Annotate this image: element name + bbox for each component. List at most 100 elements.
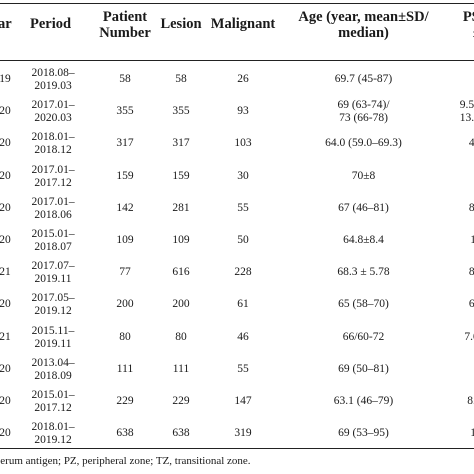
- table-row: 20 2017.01–2018.06 142 281 55 67 (46–81) 8.3: [0, 191, 474, 229]
- cell-psa: 8.3: [436, 202, 474, 215]
- cell-period-line: 2013.04–: [31, 356, 75, 369]
- table-row: 20 2017.01– 2020.03 355 355 93 69 (63-74)/73 (…: [0, 94, 474, 132]
- cell-lesion: 281: [172, 201, 190, 214]
- cell-psa: 7.01/: [436, 331, 474, 344]
- cell-psa-line: 8.3: [468, 201, 474, 214]
- cell-period-line: 2019.11: [34, 273, 72, 286]
- cell-age: 64.0 (59.0–69.3): [281, 137, 446, 150]
- cell-malignant: 61: [237, 298, 249, 311]
- cell-patients: 200: [116, 298, 134, 311]
- header-patient-number: Patient Number: [99, 9, 151, 41]
- cell-period-line: 2020.03: [34, 112, 72, 125]
- cell-age-line: 69 (53–95): [338, 427, 389, 440]
- cell-age-line: 67 (46–81): [338, 201, 389, 214]
- cell-patients: 58: [119, 73, 131, 85]
- cell-malignant: 46: [237, 330, 249, 343]
- cell-malignant: 55: [237, 362, 249, 375]
- cell-patients: 317: [116, 137, 134, 150]
- table-row: 20 2018.01– 2018.12 317 317 103 64.0 (59.0–69.…: [0, 126, 474, 164]
- cell-patients: 109: [116, 234, 134, 246]
- table-row: 20 2015.01–2018.07 109 109 50 64.8±8.4 10: [0, 223, 474, 261]
- cell-period-line: 2018.08–: [31, 67, 75, 79]
- cell-age-line: 69.7 (45-87): [334, 73, 393, 85]
- cell-period-line: 2017.05–: [31, 292, 75, 305]
- table-row: 21 2017.07–2019.11 77 616 228 68.3 ± 5.78 8.7: [0, 255, 474, 293]
- cell-age-line: 73 (66-78): [339, 112, 388, 125]
- table-row: 20 2013.04– 2018.09 111 111 55 69 (50–81): [0, 352, 474, 390]
- cell-year: 20: [0, 137, 11, 150]
- cell-period-line: 2015.01–: [31, 228, 75, 240]
- cell-period-line: 2015.01–: [31, 389, 75, 401]
- cell-malignant: 103: [234, 137, 252, 150]
- cell-period: 2018.01– 2019.12: [22, 421, 84, 447]
- cell-year: 20: [0, 234, 11, 246]
- table-row: 20 2017.05–2019.12 200 200 61 65 (58–70) 6.0: [0, 287, 474, 325]
- cell-lesion: 616: [172, 266, 190, 279]
- cell-age: 65 (58–70): [281, 298, 446, 311]
- cell-age-line: 64.0 (59.0–69.3): [325, 137, 402, 150]
- cell-lesion: 317: [172, 137, 190, 150]
- cell-age-line: 68.3 ± 5.78: [337, 266, 390, 279]
- cell-year: 20: [0, 298, 11, 311]
- cell-age-line: 64.8±8.4: [343, 234, 384, 246]
- cell-year: 20: [0, 201, 11, 214]
- cell-period: 2018.01– 2018.12: [22, 131, 84, 157]
- cell-lesion: 200: [172, 298, 190, 311]
- cell-age: 64.8±8.4: [281, 234, 446, 247]
- cell-patients: 142: [116, 201, 134, 214]
- cell-period: 2015.01– 2018.07: [22, 228, 84, 254]
- cell-period-line: 2019.12: [34, 305, 72, 318]
- cell-period-line: 2017.01–: [31, 163, 75, 176]
- cell-age: 69 (63-74)/73 (66-78): [281, 99, 446, 125]
- cell-lesion: 355: [172, 105, 190, 118]
- cell-malignant: 228: [234, 266, 252, 279]
- cell-year: 20: [0, 395, 11, 407]
- cell-patients: 229: [116, 395, 134, 407]
- table-header-rule: [0, 60, 474, 61]
- cell-age: 69 (50–81): [281, 363, 446, 376]
- cell-age: 68.3 ± 5.78: [281, 266, 446, 279]
- cell-psa: 9.55 (613.65 (: [436, 99, 474, 125]
- header-period: Period: [30, 16, 72, 32]
- cell-period: 2018.08– 2019.03: [22, 67, 84, 93]
- cell-period-line: 2019.11: [34, 337, 72, 350]
- cell-psa-line: 10: [470, 427, 474, 440]
- cell-age-line: 63.1 (46–79): [333, 395, 394, 407]
- cell-age-line: 66/60-72: [342, 330, 385, 343]
- cell-psa-line: 8.2/: [467, 395, 474, 407]
- cell-period-line: 2018.01–: [31, 421, 75, 434]
- cell-psa: 10: [436, 234, 474, 247]
- table-row: 20 2017.01– 2017.12 159 159 30 70±8: [0, 159, 474, 197]
- cell-period-line: 2017.12: [34, 402, 72, 414]
- cell-year: 20: [0, 427, 11, 440]
- table-footnote: serum antigen; PZ, peripheral zone; TZ, …: [0, 455, 251, 467]
- cell-period-line: 2018.01–: [31, 131, 75, 144]
- cell-year: 20: [0, 362, 11, 375]
- cell-malignant: 55: [237, 201, 249, 214]
- cell-period: 2017.05– 2019.12: [22, 292, 84, 318]
- cell-malignant: 147: [234, 395, 252, 407]
- cell-age: 69.7 (45-87): [281, 73, 446, 86]
- cell-age-line: 70±8: [351, 169, 376, 182]
- header-lesion: Lesion: [160, 16, 202, 32]
- cell-lesion: 111: [172, 362, 190, 375]
- cell-patients: 355: [116, 105, 134, 118]
- cell-age: 66/60-72: [281, 331, 446, 344]
- cell-year: 21: [0, 266, 11, 279]
- header-malignant: Malignant: [210, 16, 276, 32]
- cell-lesion: 58: [175, 73, 187, 85]
- cell-malignant: 26: [237, 73, 249, 85]
- cell-period-line: 2019.03: [34, 80, 72, 92]
- cell-age-line: 69 (63-74)/: [337, 99, 390, 112]
- table-top-rule: [0, 3, 474, 5]
- cell-year: 20: [0, 169, 11, 182]
- cell-year: 20: [0, 105, 11, 118]
- cell-patients: 638: [116, 427, 134, 440]
- cell-period-line: 2018.06: [34, 208, 72, 221]
- cell-period: 2017.07– 2019.11: [22, 260, 84, 286]
- table-row: 20 2018.01–2019.12 638 638 319 69 (53–95) 10: [0, 416, 474, 454]
- cell-period-line: 2019.12: [34, 434, 72, 447]
- cell-age: 70±8: [281, 170, 446, 183]
- cell-malignant: 93: [237, 105, 249, 118]
- cell-psa: 6.0: [436, 298, 474, 311]
